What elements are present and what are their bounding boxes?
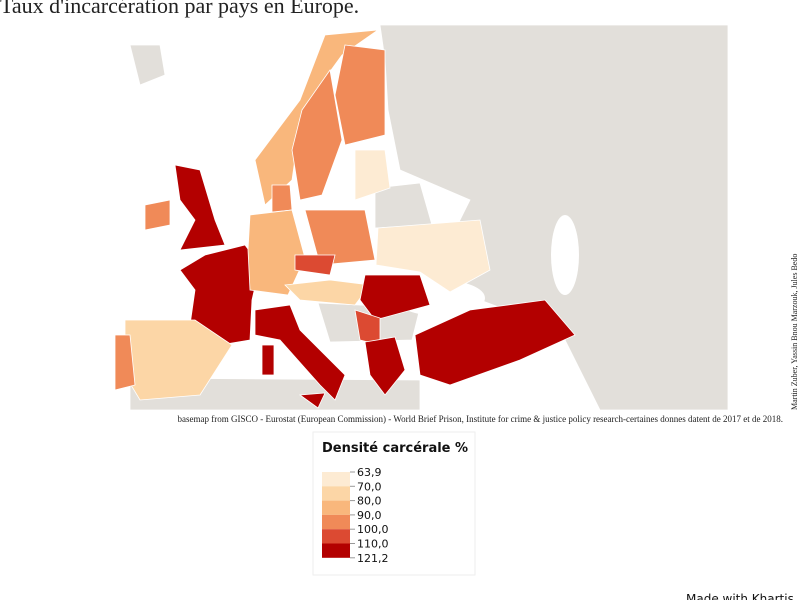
country [298, 392, 326, 409]
legend-label: 90,0 [357, 509, 382, 522]
map-source: basemap from GISCO - Eurostat (European … [178, 414, 783, 424]
legend-swatch [322, 472, 350, 487]
country [291, 68, 343, 201]
country [247, 209, 306, 296]
country [254, 304, 346, 401]
legend-label: 121,2 [357, 552, 389, 565]
country [359, 274, 431, 321]
sea [551, 215, 579, 295]
country [261, 344, 275, 376]
country [284, 279, 371, 306]
country [144, 199, 171, 231]
map-credits: Martin Zuber, Yassin Bnou Marzouk, Jules… [790, 254, 799, 410]
country [114, 334, 136, 391]
legend-label: 100,0 [357, 523, 389, 536]
page-title: Taux d'incarcération par pays en Europe. [0, 0, 359, 18]
legend-swatch [322, 529, 350, 544]
legend-label: 63,9 [357, 466, 382, 479]
country [414, 299, 576, 386]
country [334, 44, 386, 146]
legend-swatch [322, 514, 350, 530]
country [174, 164, 226, 251]
legend-swatch [322, 543, 350, 558]
country [294, 254, 336, 276]
made-with: Made with Khartis [686, 592, 794, 600]
country [375, 219, 491, 293]
legend-swatch [322, 486, 350, 501]
map [114, 24, 729, 411]
land [129, 44, 166, 86]
legend-label: 80,0 [357, 495, 382, 508]
country [271, 184, 293, 213]
country [364, 336, 406, 396]
legend: Densité carcérale % 63,970,0 80,090,0100,… [312, 431, 476, 576]
country [354, 149, 391, 201]
legend-title: Densité carcérale % [322, 441, 468, 456]
legend-swatch [322, 500, 350, 515]
legend-label: 70,0 [357, 480, 382, 493]
country [304, 209, 376, 266]
legend-label: 110,0 [357, 538, 389, 551]
